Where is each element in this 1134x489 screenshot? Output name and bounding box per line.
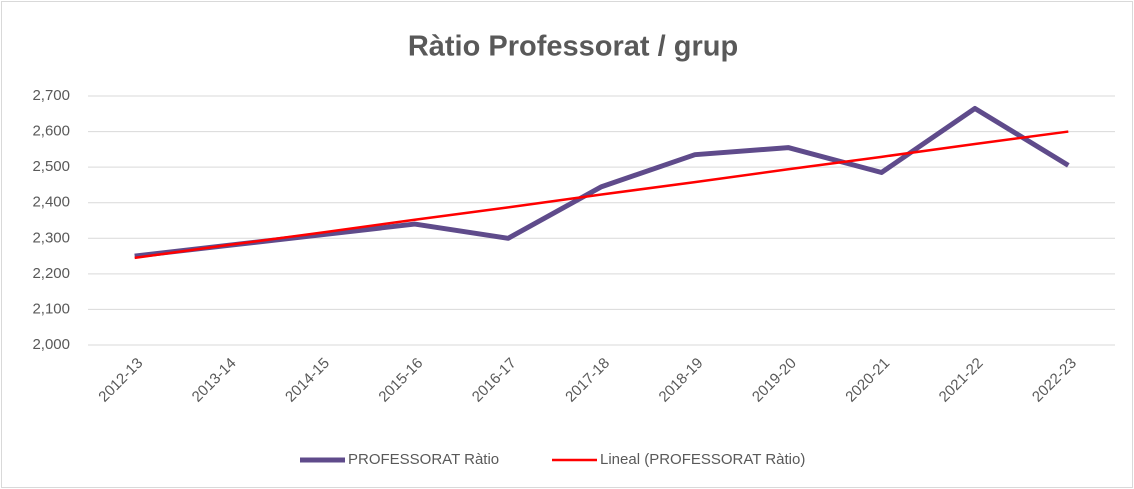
series-line bbox=[134, 105, 1070, 259]
y-tick-label: 2,000 bbox=[32, 336, 70, 353]
y-tick-label: 2,200 bbox=[32, 265, 70, 282]
legend-label: Lineal (PROFESSORAT Ràtio) bbox=[600, 451, 805, 468]
y-tick-label: 2,100 bbox=[32, 300, 70, 317]
series-line bbox=[134, 130, 1069, 260]
y-tick-label: 2,300 bbox=[32, 229, 70, 246]
y-tick-label: 2,400 bbox=[32, 194, 70, 211]
legend-label: PROFESSORAT Ràtio bbox=[348, 451, 499, 468]
y-tick-label: 2,600 bbox=[32, 123, 70, 140]
y-tick-label: 2,700 bbox=[32, 87, 70, 104]
chart-title: Ràtio Professorat / grup bbox=[408, 31, 738, 63]
y-tick-label: 2,500 bbox=[32, 158, 70, 175]
